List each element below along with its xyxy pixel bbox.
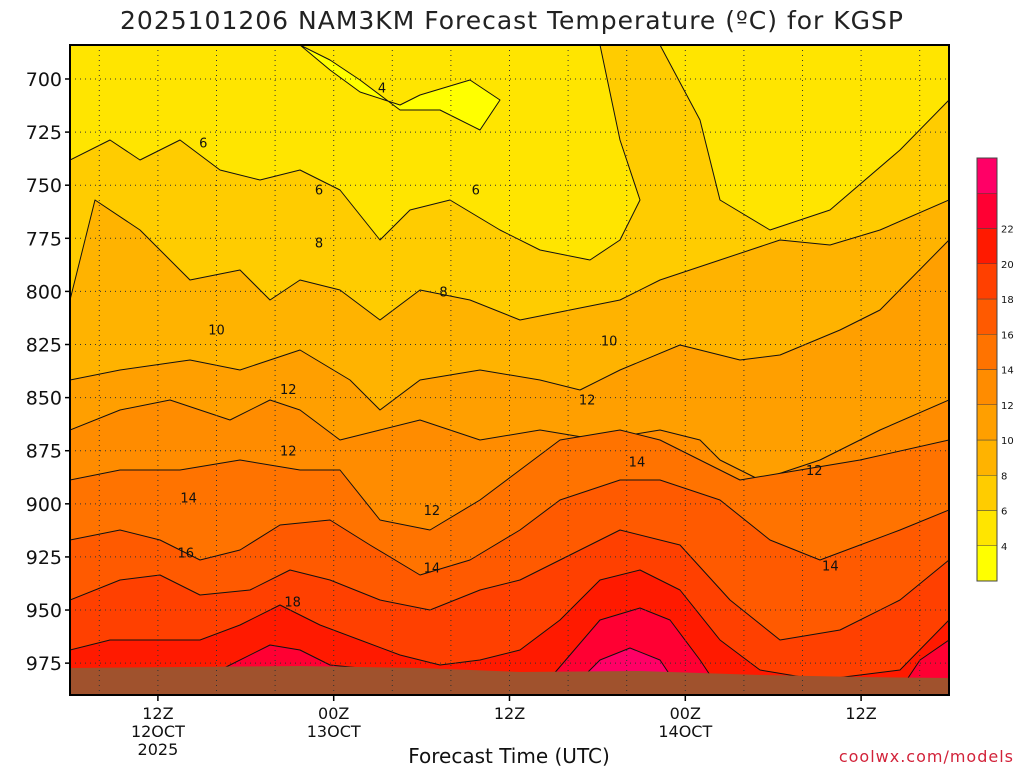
- contour-label: 10: [208, 324, 225, 339]
- colorbar-label: 16: [1001, 330, 1014, 341]
- x-tick-label: 00Z: [318, 704, 349, 723]
- colorbar-label: 8: [1001, 471, 1007, 482]
- grid-lines: [70, 45, 949, 695]
- contour-label: 14: [424, 562, 441, 577]
- colorbar-swatch: [976, 369, 998, 405]
- colorbar-label: 12: [1001, 401, 1014, 412]
- x-tick-label: 13OCT: [307, 722, 361, 741]
- contour-label: 10: [601, 334, 618, 349]
- y-tick-label: 850: [26, 388, 62, 410]
- colorbar-label: 20: [1001, 260, 1014, 271]
- y-tick-label: 800: [26, 281, 62, 303]
- colorbar-label: 6: [1001, 507, 1007, 518]
- contour-label: 12: [280, 383, 297, 398]
- y-tick-label: 700: [26, 69, 62, 91]
- x-tick-label: 12Z: [142, 704, 173, 723]
- colorbar: 4 6 8 10 12 14 16 18 20 22: [976, 157, 1014, 582]
- contour-label: 16: [177, 547, 194, 562]
- y-tick-label: 825: [26, 335, 62, 357]
- colorbar-swatch: [976, 228, 998, 264]
- x-axis-title: Forecast Time (UTC): [408, 744, 610, 768]
- chart-title: 2025101206 NAM3KM Forecast Temperature (…: [120, 6, 904, 35]
- temperature-band-1: [70, 45, 501, 131]
- colorbar-label: 18: [1001, 295, 1014, 306]
- contour-label: 12: [424, 504, 441, 519]
- contour-label: 6: [472, 183, 480, 198]
- y-tick-label: 925: [26, 547, 62, 569]
- contour-label: 14: [629, 455, 646, 470]
- credit-link[interactable]: coolwx.com/models: [838, 747, 1014, 766]
- colorbar-label: 10: [1001, 436, 1014, 447]
- colorbar-swatch: [976, 545, 998, 582]
- colorbar-swatch: [976, 510, 998, 546]
- y-tick-label: 775: [26, 228, 62, 250]
- x-tick-label: 12OCT: [131, 722, 185, 741]
- colorbar-swatch: [976, 334, 998, 370]
- colorbar-swatch: [976, 404, 998, 441]
- y-tick-label: 875: [26, 441, 62, 463]
- colorbar-swatch: [976, 439, 998, 476]
- colorbar-label: 4: [1001, 542, 1007, 553]
- contour-label: 12: [806, 464, 823, 479]
- colorbar-swatch: [976, 157, 998, 194]
- colorbar-swatch: [976, 475, 998, 511]
- contour-label: 6: [315, 183, 323, 198]
- contour-label: 12: [579, 394, 596, 409]
- colorbar-label: 14: [1001, 366, 1014, 377]
- contour-label: 12: [280, 445, 297, 460]
- contour-label: 14: [180, 491, 197, 506]
- x-tick-label: 12Z: [845, 704, 876, 723]
- colorbar-swatch: [976, 298, 998, 335]
- x-tick-label: 14OCT: [658, 722, 712, 741]
- contour-label: 8: [439, 285, 447, 300]
- colorbar-swatch: [976, 263, 998, 300]
- y-tick-label: 950: [26, 600, 62, 622]
- contour-label: 4: [378, 81, 386, 96]
- y-tick-label: 750: [26, 175, 62, 197]
- x-tick-label: 00Z: [670, 704, 701, 723]
- colorbar-swatch: [976, 193, 998, 229]
- x-tick-label: 2025: [138, 740, 179, 759]
- y-tick-label: 725: [26, 122, 62, 144]
- colorbar-label: 22: [1001, 225, 1014, 236]
- y-tick-label: 900: [26, 494, 62, 516]
- contour-label: 14: [822, 559, 839, 574]
- contour-label: 6: [199, 137, 207, 152]
- y-tick-label: 975: [26, 653, 62, 675]
- contour-label: 8: [315, 237, 323, 252]
- x-tick-label: 12Z: [494, 704, 525, 723]
- contour-label: 18: [284, 596, 301, 611]
